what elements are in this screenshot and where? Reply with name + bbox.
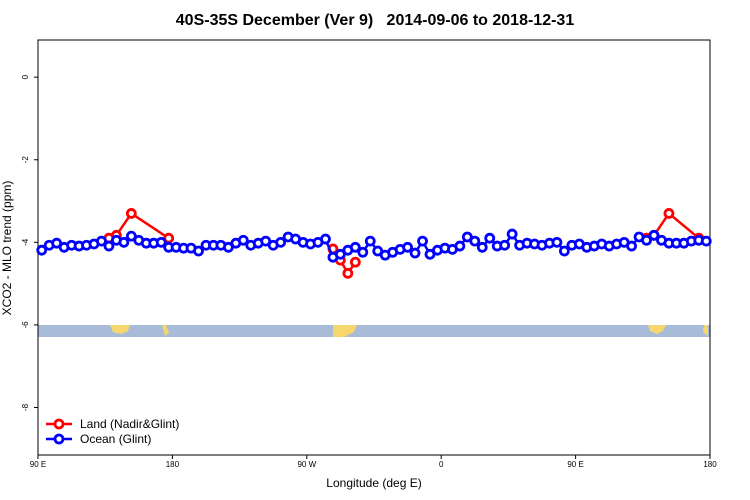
legend-swatch-marker xyxy=(53,418,65,430)
data-point xyxy=(349,256,361,268)
data-point xyxy=(342,267,354,279)
y-tick-label: -4 xyxy=(21,238,30,246)
data-point xyxy=(648,229,660,241)
y-tick-label: -6 xyxy=(21,321,30,329)
data-point xyxy=(506,228,518,240)
land-shape xyxy=(648,325,666,334)
data-point xyxy=(469,235,481,247)
data-point xyxy=(559,245,570,257)
data-point xyxy=(357,246,369,258)
data-point xyxy=(499,239,511,251)
data-point xyxy=(484,232,496,244)
data-point xyxy=(275,236,287,248)
data-point xyxy=(237,234,249,246)
data-point xyxy=(402,241,414,253)
data-point xyxy=(118,236,130,248)
x-tick-label: 90 E xyxy=(30,460,46,469)
land-shape xyxy=(162,325,169,336)
chart-title: 40S-35S December (Ver 9) 2014-09-06 to 2… xyxy=(176,12,575,29)
data-point xyxy=(476,241,488,253)
x-tick-label: 180 xyxy=(166,460,180,469)
data-point xyxy=(320,233,331,245)
land-shape xyxy=(333,325,357,337)
data-point xyxy=(36,244,48,256)
ocean-strip xyxy=(38,325,710,337)
data-point xyxy=(663,208,675,219)
data-point xyxy=(103,240,115,252)
y-tick-label: -2 xyxy=(21,156,30,164)
land-sea-strip xyxy=(38,325,710,337)
x-axis-label: Longitude (deg E) xyxy=(326,476,421,490)
data-point xyxy=(96,235,107,247)
x-tick-label: 90 W xyxy=(297,460,316,469)
data-point xyxy=(364,235,376,247)
data-point xyxy=(155,236,167,248)
legend-label: Ocean (Glint) xyxy=(80,432,151,446)
data-point xyxy=(125,208,137,219)
x-tick-label: 180 xyxy=(703,460,717,469)
x-tick-label: 0 xyxy=(439,460,444,469)
data-point xyxy=(193,245,204,257)
land-shape xyxy=(110,325,130,334)
x-tick-label: 90 E xyxy=(567,460,583,469)
y-axis-label: XCO2 - MLO trend (ppm) xyxy=(0,181,14,316)
data-point xyxy=(409,247,421,259)
data-point xyxy=(626,240,637,252)
y-tick-label: -8 xyxy=(21,403,30,411)
land-shape xyxy=(703,325,708,336)
legend-swatch-marker xyxy=(53,433,65,445)
data-point xyxy=(454,240,466,252)
legend-label: Land (Nadir&Glint) xyxy=(80,417,179,431)
data-point xyxy=(551,236,563,248)
y-tick-label: 0 xyxy=(21,74,30,79)
data-point xyxy=(641,234,652,246)
data-point xyxy=(700,235,712,247)
data-point xyxy=(417,235,428,247)
data-point xyxy=(349,241,361,253)
